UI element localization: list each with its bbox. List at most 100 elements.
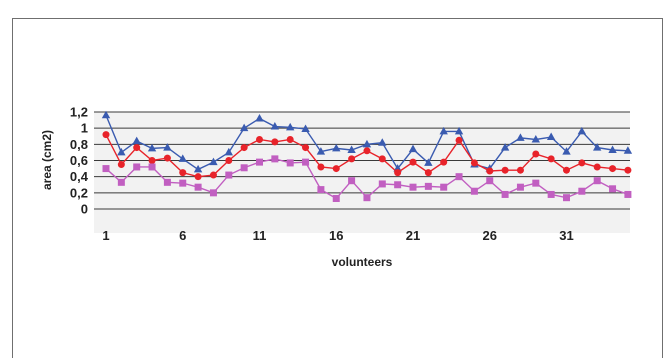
data-point <box>209 157 218 166</box>
data-point <box>271 138 279 146</box>
data-point <box>256 135 263 143</box>
data-point <box>501 166 509 174</box>
data-point <box>394 169 402 177</box>
data-point <box>117 147 126 156</box>
data-point <box>516 183 524 191</box>
data-point <box>516 133 525 141</box>
data-point <box>593 177 601 185</box>
data-point <box>194 173 202 181</box>
data-point <box>547 155 555 163</box>
data-point <box>424 169 432 177</box>
data-point <box>500 143 510 151</box>
series-square <box>102 155 632 202</box>
data-point <box>239 123 249 132</box>
data-point <box>255 113 264 122</box>
data-point <box>440 183 448 191</box>
data-point <box>163 143 172 151</box>
data-point <box>486 177 494 185</box>
data-point <box>455 136 463 144</box>
data-point <box>209 189 217 197</box>
data-point <box>147 143 157 152</box>
data-point <box>409 183 417 191</box>
data-point <box>424 158 433 166</box>
data-point <box>455 173 463 181</box>
data-point <box>209 171 217 179</box>
x-tick-label: 21 <box>406 228 420 243</box>
data-point <box>440 158 448 166</box>
data-point <box>563 166 570 174</box>
data-point <box>132 136 141 145</box>
data-point <box>316 147 326 155</box>
data-point <box>470 187 478 195</box>
data-point <box>562 147 571 155</box>
data-point <box>470 159 478 167</box>
data-point <box>608 145 617 153</box>
y-tick-label: 0,8 <box>70 137 88 152</box>
data-point <box>133 163 141 171</box>
data-point <box>301 124 310 132</box>
data-point <box>148 157 156 164</box>
data-point <box>424 182 432 190</box>
x-tick-label: 6 <box>179 228 186 243</box>
data-point <box>439 126 448 135</box>
data-point <box>546 132 556 141</box>
data-point <box>133 144 141 152</box>
x-tick-label: 31 <box>559 228 573 243</box>
data-point <box>332 143 341 152</box>
data-point <box>240 164 248 172</box>
x-axis-label: volunteers <box>332 255 393 269</box>
data-point <box>302 144 310 152</box>
line-chart: 00,20,40,60,811,2 1 6 11 16 21 26 31 volunteer… <box>40 105 633 269</box>
data-point <box>348 177 356 185</box>
data-point <box>317 186 325 194</box>
data-point <box>101 110 111 119</box>
data-point <box>578 187 586 195</box>
data-point <box>623 146 633 154</box>
x-tick-label: 1 <box>102 228 109 243</box>
data-point <box>117 161 125 169</box>
data-point <box>609 165 617 173</box>
data-point <box>624 190 632 198</box>
data-point <box>271 155 279 163</box>
data-point <box>624 166 632 174</box>
data-point <box>362 139 372 148</box>
data-point <box>117 178 125 186</box>
data-point <box>609 185 617 193</box>
data-point <box>179 179 187 187</box>
data-point <box>317 163 325 171</box>
data-point <box>378 180 386 188</box>
data-point <box>516 166 524 174</box>
data-point <box>270 122 280 130</box>
data-point <box>486 167 494 175</box>
y-tick-label: 0 <box>81 202 88 217</box>
y-axis-label: area (cm2) <box>40 130 54 190</box>
x-tick-label: 26 <box>483 228 497 243</box>
y-tick-label: 1 <box>81 121 88 136</box>
data-point <box>178 154 187 162</box>
data-point <box>225 157 233 164</box>
y-tick-label: 0,2 <box>70 185 88 200</box>
y-tick-label: 0,4 <box>70 169 89 184</box>
data-point <box>378 155 386 163</box>
data-point <box>193 164 203 173</box>
series-group <box>101 110 633 202</box>
data-point <box>563 194 570 202</box>
data-point <box>347 145 356 153</box>
data-point <box>286 135 294 143</box>
data-point <box>163 154 171 162</box>
data-point <box>332 165 340 173</box>
data-point <box>256 158 263 166</box>
data-point <box>531 134 540 143</box>
x-tick-label: 16 <box>329 228 343 243</box>
x-tick-labels: 1 6 11 16 21 26 31 <box>102 228 573 243</box>
data-point <box>194 183 202 191</box>
data-point <box>577 126 587 135</box>
data-point <box>332 194 340 202</box>
data-point <box>363 147 371 155</box>
series-circle <box>102 131 632 181</box>
data-point <box>394 181 402 189</box>
data-point <box>163 178 171 186</box>
data-point <box>532 150 540 158</box>
data-point <box>409 158 417 166</box>
data-point <box>578 159 586 167</box>
